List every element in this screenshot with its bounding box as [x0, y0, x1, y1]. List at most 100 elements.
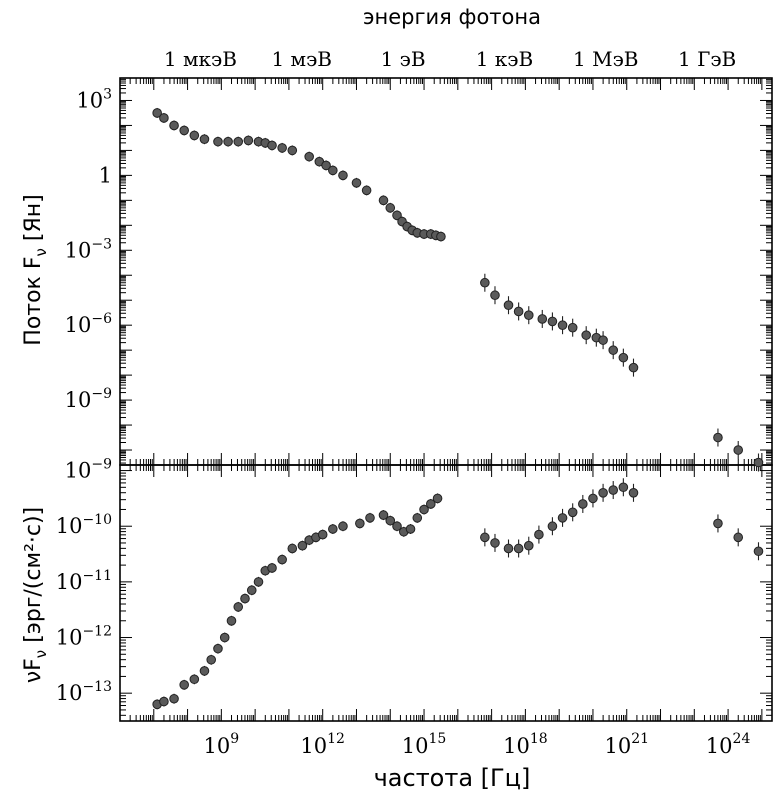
top-point	[385, 203, 396, 213]
top-axis-label: 1 эВ	[381, 47, 426, 71]
y-tick-label: 10−6	[65, 311, 112, 337]
top-point	[581, 330, 591, 340]
bottom-point	[412, 513, 423, 523]
axis-tick-labels: 103 1 10−3 10−6 10−9 10−9 10−10 10−11 10−12 10−13…	[56, 86, 751, 758]
bottom-point	[378, 510, 389, 520]
bottom-point	[753, 546, 764, 557]
top-point	[598, 335, 608, 345]
top-point	[159, 113, 169, 123]
top-point	[378, 195, 389, 206]
bottom-point	[490, 538, 500, 548]
bottom-point	[233, 602, 244, 612]
bottom-point	[480, 532, 490, 543]
bottom-point	[159, 696, 169, 707]
top-point	[213, 136, 223, 147]
bottom-point	[246, 585, 257, 596]
bottom-point	[385, 515, 396, 526]
bottom-point	[425, 499, 436, 509]
y-tick-label: 10−13	[56, 679, 112, 705]
x-tick-label: 1021	[604, 731, 649, 758]
bottom-point	[169, 693, 179, 704]
bottom-point	[547, 521, 558, 532]
top-point	[618, 352, 629, 363]
y-tick-label: 10−9	[65, 386, 112, 412]
bottom-point	[226, 616, 237, 626]
top-point	[169, 120, 179, 131]
top-point	[361, 185, 372, 196]
bottom-point	[179, 680, 189, 690]
top-point	[547, 316, 558, 327]
bottom-point	[405, 524, 416, 534]
bottom-point	[317, 529, 328, 540]
top-y-axis-label: Поток Fν [Ян]	[21, 194, 50, 345]
bottom-point	[432, 493, 443, 504]
bottom-point	[199, 666, 210, 676]
bottom-point	[240, 593, 250, 604]
top-point	[392, 210, 402, 221]
x-tick-label: 109	[204, 731, 240, 758]
x-axis-label: частота [Гц]	[374, 764, 531, 792]
top-point	[321, 160, 331, 171]
top-axis-label: 1 кэВ	[476, 47, 533, 71]
bottom-point	[338, 521, 348, 532]
top-point	[189, 130, 200, 141]
top-panel-points	[152, 107, 764, 472]
bottom-panel-frame	[119, 464, 773, 722]
top-point	[233, 136, 244, 147]
top-point	[199, 134, 210, 144]
bottom-point	[628, 488, 639, 498]
bottom-y-axis-label: νFν [эрг/(см²·с)]	[21, 507, 50, 683]
top-point	[436, 231, 446, 242]
y-tick-label: 10−11	[56, 568, 112, 594]
bottom-point	[523, 540, 534, 551]
top-axis-label: 1 мкэВ	[164, 47, 237, 71]
top-point	[523, 310, 534, 320]
top-axis-labels: 1 мкэВ 1 мэВ 1 эВ 1 кэВ 1 МэВ 1 ГэВ	[164, 47, 736, 71]
bottom-point	[557, 513, 568, 523]
top-point	[608, 345, 619, 355]
top-point	[351, 178, 362, 188]
top-point	[513, 306, 524, 317]
top-axis-label: 1 МэВ	[573, 47, 638, 71]
bottom-point	[213, 643, 223, 654]
bottom-point	[513, 543, 524, 554]
x-tick-label: 1024	[706, 731, 751, 758]
y-tick-label: 10−12	[56, 624, 112, 650]
bottom-point	[253, 577, 264, 587]
bottom-point	[713, 518, 723, 529]
y-tick-label: 10−10	[56, 512, 112, 538]
y-tick-label: 10−9	[65, 457, 112, 483]
bottom-point	[392, 521, 402, 532]
top-point	[277, 143, 287, 153]
bottom-point	[578, 499, 588, 509]
y-tick-label: 10−3	[65, 236, 112, 262]
top-point	[480, 277, 490, 288]
bottom-point	[219, 632, 230, 643]
top-point	[733, 445, 744, 455]
x-tick-label: 1015	[402, 731, 447, 758]
top-axis-label: 1 ГэВ	[678, 47, 736, 71]
top-point	[567, 322, 578, 333]
top-point	[338, 170, 348, 181]
top-point	[537, 314, 548, 324]
bottom-point	[733, 532, 744, 543]
bottom-point	[598, 488, 608, 498]
x-tick-label: 1018	[503, 731, 548, 758]
top-point	[287, 145, 298, 156]
y-tick-label: 103	[76, 86, 112, 112]
top-point	[713, 432, 723, 443]
bottom-point	[297, 540, 308, 551]
bottom-point	[267, 563, 277, 573]
bottom-point	[608, 485, 619, 495]
bottom-point	[503, 543, 514, 554]
axis-ticks	[119, 78, 772, 721]
bottom-point	[618, 482, 629, 493]
top-axis-label: 1 мэВ	[271, 47, 332, 71]
top-point	[243, 135, 254, 146]
top-axis-title: энергия фотона	[363, 5, 541, 29]
bottom-point	[287, 543, 298, 554]
top-panel-frame	[119, 77, 773, 466]
top-point	[753, 457, 764, 468]
bottom-point	[567, 507, 578, 518]
